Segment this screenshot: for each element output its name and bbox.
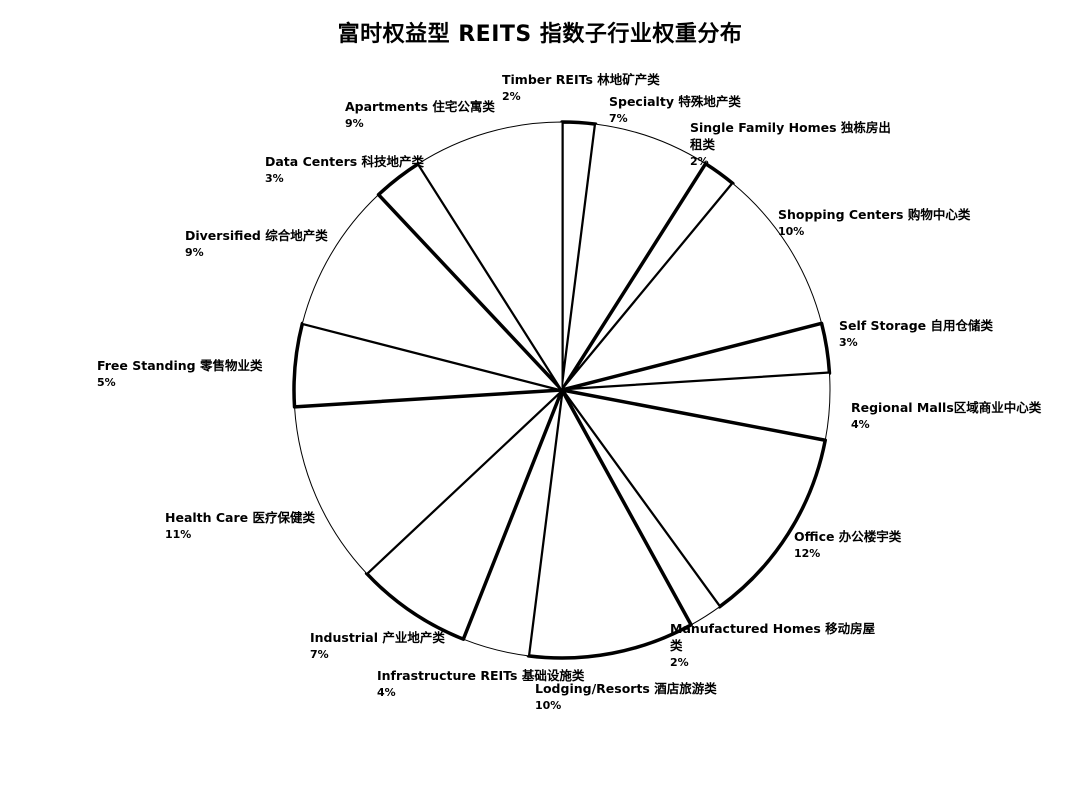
slice-value: 4% — [377, 686, 396, 699]
slice-label-text: Health Care 医疗保健类 — [165, 510, 315, 525]
slice-label-shopping-centers: Shopping Centers 购物中心类 10% — [778, 206, 970, 240]
slice-label-text: Infrastructure REITs 基础设施类 — [377, 668, 585, 683]
chart-title: 富时权益型 REITS 指数子行业权重分布 — [337, 22, 743, 47]
slice-value: 2% — [690, 155, 709, 168]
slice-label-regional-malls: Regional Malls区域商业中心类 4% — [851, 399, 1041, 433]
slice-value: 4% — [851, 418, 870, 431]
slice-label-lodging-resorts: Lodging/Resorts 酒店旅游类 10% — [535, 680, 717, 714]
slice-label-text: Lodging/Resorts 酒店旅游类 — [535, 681, 717, 696]
slice-value: 9% — [185, 246, 204, 259]
slice-label-infrastructure: Infrastructure REITs 基础设施类 4% — [377, 667, 584, 701]
slice-label-self-storage: Self Storage 自用仓储类 3% — [839, 317, 993, 351]
slice-label-text: Self Storage 自用仓储类 — [839, 318, 993, 333]
slice-label-text: Specialty 特殊地产类 — [609, 94, 741, 109]
slice-value: 3% — [839, 336, 858, 349]
slice-value: 2% — [502, 90, 521, 103]
slice-label-industrial: Industrial 产业地产类 7% — [310, 629, 445, 663]
slice-label-text: Timber REITs 林地矿产类 — [502, 72, 660, 87]
slice-value: 10% — [535, 699, 562, 712]
slice-label-text: Free Standing 零售物业类 — [97, 358, 263, 373]
slice-value: 7% — [310, 648, 329, 661]
slice-value: 12% — [794, 547, 821, 560]
slice-label-text: Manufactured Homes 移动房屋类 — [670, 621, 876, 653]
pie-slice — [294, 389, 563, 574]
pie-slice — [560, 388, 827, 609]
slice-label-text: Industrial 产业地产类 — [310, 630, 445, 645]
slice-label-office: Office 办公楼宇类 12% — [794, 528, 901, 562]
slice-label-text: Data Centers 科技地产类 — [265, 154, 425, 169]
slice-label-text: Single Family Homes 独栋房出租类 — [690, 120, 891, 152]
slice-label-free-standing: Free Standing 零售物业类 5% — [97, 357, 262, 391]
slice-label-text: Diversified 综合地产类 — [185, 228, 328, 243]
slice-label-text: Apartments 住宅公寓类 — [345, 99, 495, 114]
slice-label-single-family-homes: Single Family Homes 独栋房出租类 2% — [690, 119, 895, 170]
slice-label-text: Shopping Centers 购物中心类 — [778, 207, 971, 222]
slice-label-apartments: Apartments 住宅公寓类 9% — [345, 98, 495, 132]
slice-value: 9% — [345, 117, 364, 130]
slice-label-data-centers: Data Centers 科技地产类 3% — [265, 153, 424, 187]
slice-value: 10% — [778, 225, 805, 238]
slice-label-text: Regional Malls区域商业中心类 — [851, 400, 1042, 415]
slice-value: 2% — [670, 656, 689, 669]
slice-value: 5% — [97, 376, 116, 389]
pie-slice — [301, 194, 563, 391]
slice-label-manufactured-homes: Manufactured Homes 移动房屋类 2% — [670, 620, 885, 671]
pie-slice — [561, 123, 707, 391]
pie-slice — [526, 388, 693, 660]
slice-value: 3% — [265, 172, 284, 185]
slice-label-specialty: Specialty 特殊地产类 7% — [609, 93, 741, 127]
pie-slice — [417, 121, 563, 391]
slice-label-text: Office 办公楼宇类 — [794, 529, 902, 544]
slice-value: 7% — [609, 112, 628, 125]
slice-label-diversified: Diversified 综合地产类 9% — [185, 227, 328, 261]
pie-slice — [364, 388, 564, 641]
slice-value: 11% — [165, 528, 192, 541]
slice-label-timber: Timber REITs 林地矿产类 2% — [502, 71, 660, 105]
slice-label-health-care: Health Care 医疗保健类 11% — [165, 509, 315, 543]
